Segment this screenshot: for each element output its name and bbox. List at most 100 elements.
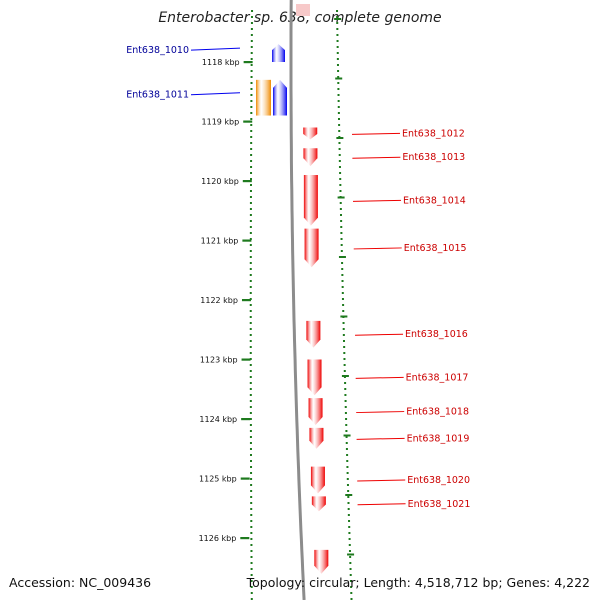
outer-ring-tick	[341, 375, 349, 377]
outer-ring-dot	[342, 310, 345, 312]
outer-ring-dot	[340, 238, 343, 240]
outer-ring-dot	[345, 442, 348, 444]
gene-arrow-reverse	[311, 496, 326, 512]
inner-ring-dot	[250, 490, 253, 492]
gene-arrow-forward	[273, 79, 287, 116]
inner-ring-dot	[250, 130, 253, 132]
inner-ring-dot	[250, 106, 253, 108]
inner-ring-dot	[249, 442, 252, 444]
inner-ring-dot	[249, 238, 252, 240]
outer-ring-dot	[348, 532, 351, 534]
inner-ring-dot	[250, 154, 253, 156]
inner-ring-dot	[249, 370, 252, 372]
inner-ring-dot	[250, 100, 253, 102]
outer-ring-dot	[340, 226, 343, 228]
gene-arrow-reverse	[303, 127, 318, 140]
inner-ring-dot	[251, 10, 254, 12]
outer-ring-dot	[350, 592, 353, 594]
inner-ring-dot	[250, 178, 253, 180]
inner-ring-dot	[250, 46, 253, 48]
inner-ring-dot	[250, 124, 253, 126]
inner-ring-dot	[249, 346, 252, 348]
outer-ring-dot	[336, 28, 339, 30]
gene-label-reverse: Ent638_1012	[402, 128, 465, 139]
outer-ring-dot	[342, 304, 345, 306]
inner-ring-dot	[250, 538, 253, 540]
gene-arrow-reverse	[314, 549, 329, 574]
outer-ring-dot	[339, 208, 342, 210]
inner-ring-dot	[250, 526, 253, 528]
inner-ring-dot	[250, 136, 253, 138]
inner-ring-dot	[249, 406, 252, 408]
gene-label-leader	[353, 199, 402, 202]
inner-ring-dot	[250, 166, 253, 168]
accession-label: Accession: NC_009436	[9, 575, 152, 590]
outer-ring-dot	[339, 184, 342, 186]
outer-ring-dot	[342, 328, 345, 330]
gene-label-leader	[356, 411, 405, 414]
inner-ring-dot	[250, 496, 253, 498]
outer-ring-dot	[341, 268, 344, 270]
inner-ring-dot	[249, 202, 252, 204]
inner-ring-dot	[249, 394, 252, 396]
inner-ring-dot	[249, 190, 252, 192]
outer-ring-dot	[336, 52, 339, 54]
outer-ring-dot	[340, 250, 343, 252]
inner-ring-dot	[249, 448, 252, 450]
outer-ring-dot	[350, 586, 353, 588]
inner-ring-dot	[249, 286, 252, 288]
outer-ring-dot	[349, 568, 352, 570]
inner-ring-dot	[249, 430, 252, 432]
inner-ring-dot	[249, 334, 252, 336]
scale-tick	[241, 358, 251, 361]
inner-ring-dot	[249, 232, 252, 234]
inner-ring-dot	[249, 310, 252, 312]
inner-ring-dot	[250, 76, 253, 78]
scale-tick	[243, 61, 253, 64]
gene-label-reverse: Ent638_1014	[403, 195, 466, 206]
inner-ring-dot	[249, 214, 252, 216]
inner-ring-dot	[249, 412, 252, 414]
outer-ring-dot	[342, 322, 345, 324]
gene-label-forward: Ent638_1011	[126, 90, 189, 101]
scale-label: 1126 kbp	[199, 534, 237, 543]
gene-arrow-reverse	[310, 466, 325, 494]
inner-ring-dot	[250, 142, 253, 144]
inner-ring-dot	[249, 280, 252, 282]
inner-ring-dot	[250, 502, 253, 504]
scale-tick	[240, 537, 250, 540]
outer-ring-dot	[336, 58, 339, 60]
inner-ring-dot	[250, 520, 253, 522]
outer-ring-dot	[344, 388, 347, 390]
outer-ring-dot	[349, 562, 352, 564]
outer-ring-dot	[336, 40, 339, 42]
outer-ring-dot	[338, 130, 341, 132]
outer-ring-dot	[339, 214, 342, 216]
outer-ring-dot	[346, 472, 349, 474]
gene-label-forward: Ent638_1010	[126, 45, 189, 56]
outer-ring-dot	[341, 280, 344, 282]
outer-ring-dot	[336, 64, 339, 66]
outer-ring-dot	[339, 178, 342, 180]
outer-ring-dot	[349, 556, 352, 558]
inner-ring-dot	[249, 418, 252, 420]
gene-label-reverse: Ent638_1021	[408, 499, 471, 510]
outer-ring-dot	[345, 424, 348, 426]
outer-ring-dot	[337, 106, 340, 108]
inner-ring-dot	[250, 550, 253, 552]
inner-ring-dot	[249, 304, 252, 306]
inner-ring-dot	[250, 118, 253, 120]
gene-arrow-highlight	[256, 79, 271, 116]
inner-ring-dot	[250, 172, 253, 174]
outer-ring-dot	[343, 352, 346, 354]
outer-ring-dot	[343, 370, 346, 372]
inner-ring-dot	[250, 28, 253, 30]
outer-ring-dot	[346, 460, 349, 462]
inner-ring-dot	[250, 64, 253, 66]
outer-ring-dot	[336, 46, 339, 48]
inner-ring-dot	[250, 34, 253, 36]
inner-ring-dot	[249, 220, 252, 222]
inner-ring-dot	[250, 70, 253, 72]
outer-ring-tick	[336, 137, 344, 139]
